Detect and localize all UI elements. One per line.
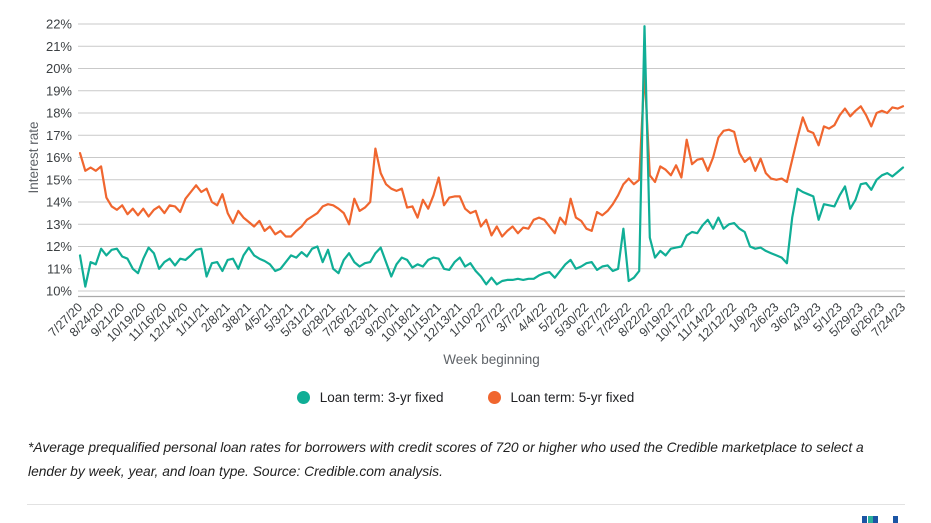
legend-label-3yr: Loan term: 3-yr fixed (319, 390, 444, 405)
logo-square-2 (873, 516, 878, 523)
y-tick-label-18: 18% (46, 106, 72, 121)
legend-swatch-3yr-icon (296, 391, 310, 404)
logo-square-0 (862, 516, 867, 523)
series-line-5yr-fixed (78, 69, 905, 238)
y-tick-label-19: 19% (46, 83, 72, 98)
series-line-3yr-fixed (78, 25, 905, 288)
y-tick-label-16: 16% (46, 150, 72, 165)
legend-label-5yr: Loan term: 5-yr fixed (510, 390, 635, 405)
y-tick-label-11: 11% (47, 261, 72, 276)
y-tick-label-10: 10% (46, 284, 72, 299)
logo-square-1 (867, 516, 873, 523)
line-chart-canvas: 10%11%12%13%14%15%16%17%18%19%20%21%22%7… (26, 17, 908, 368)
y-axis-title: Interest rate (26, 121, 41, 193)
y-tick-label-13: 13% (46, 217, 72, 232)
legend-item-5yr-fixed: Loan term: 5-yr fixed (487, 390, 635, 405)
bottom-divider (27, 504, 905, 505)
y-tick-label-15: 15% (46, 172, 72, 187)
chart-legend: Loan term: 3-yr fixed Loan term: 5-yr fi… (0, 390, 931, 405)
y-tick-label-14: 14% (46, 195, 72, 210)
legend-swatch-5yr-icon (487, 391, 501, 404)
legend-item-3yr-fixed: Loan term: 3-yr fixed (296, 390, 444, 405)
y-tick-label-21: 21% (46, 39, 72, 54)
y-tick-label-17: 17% (46, 128, 72, 143)
y-tick-label-22: 22% (46, 17, 72, 32)
y-tick-label-12: 12% (46, 239, 72, 254)
rate-history-chart: 10% 11% 12% 13% 14% 15% 16% 17% 18% 19% 20% 21% 22% 7… (26, 17, 908, 368)
logo-square-3 (893, 516, 898, 523)
y-tick-label-20: 20% (46, 61, 72, 76)
x-axis-title: Week beginning (443, 352, 540, 367)
footnote: *Average prequalified personal loan rate… (28, 440, 864, 479)
